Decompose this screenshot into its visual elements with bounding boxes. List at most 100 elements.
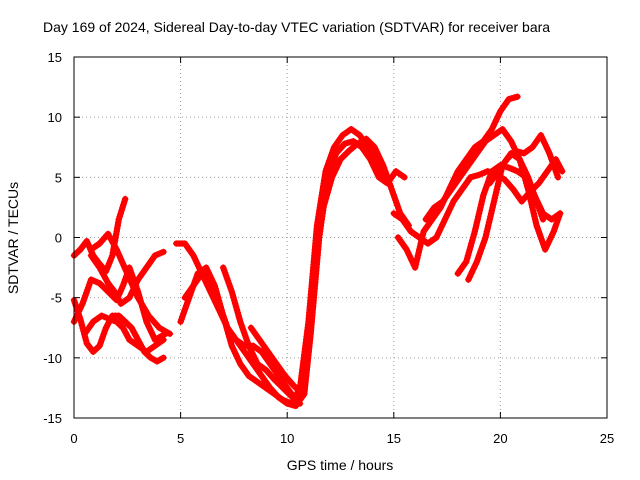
data-point-marker	[100, 330, 108, 337]
axis-ticks: 0 5 10 15 20 25 -15 -10 -5 0 5 10 15	[43, 50, 614, 446]
data-point-marker	[463, 255, 471, 262]
data-point-marker	[527, 198, 535, 205]
data-point-marker	[511, 166, 518, 174]
data-point-marker	[478, 170, 486, 177]
data-point-marker	[469, 234, 477, 241]
data-point-marker	[466, 246, 473, 253]
data-point-marker	[464, 252, 472, 259]
x-tick-label: 15	[387, 431, 401, 446]
data-point-marker	[401, 174, 408, 181]
data-point-marker	[481, 169, 488, 176]
data-point-marker	[117, 288, 124, 295]
data-point-marker	[285, 399, 292, 406]
y-tick-label: 10	[48, 110, 62, 125]
data-point-marker	[90, 277, 98, 285]
data-point-marker	[411, 264, 419, 271]
data-point-marker	[529, 207, 537, 214]
data-point-marker	[463, 258, 470, 265]
data-point-marker	[87, 276, 95, 283]
data-point-marker	[487, 210, 495, 217]
series-trace	[177, 126, 389, 407]
data-point-marker	[492, 189, 500, 196]
y-tick-label: -5	[50, 291, 62, 306]
data-point-marker	[473, 222, 480, 229]
data-point-marker	[160, 248, 167, 256]
data-point-marker	[298, 390, 306, 398]
data-point-marker	[344, 139, 351, 147]
data-point-marker	[83, 237, 90, 245]
data-point-marker	[482, 231, 490, 238]
data-point-marker	[115, 216, 122, 223]
data-point-marker	[154, 251, 162, 258]
y-tick-label: -10	[43, 351, 62, 366]
data-point-marker	[555, 213, 563, 220]
data-point-marker	[490, 201, 497, 208]
data-point-marker	[233, 306, 241, 313]
y-axis-title: SDTVAR / TECUs	[5, 182, 21, 294]
data-point-marker	[151, 252, 159, 259]
data-point-marker	[473, 172, 480, 179]
data-point-marker	[475, 210, 483, 217]
data-point-marker	[412, 261, 420, 268]
data-point-marker	[416, 246, 423, 253]
data-point-marker	[489, 204, 496, 211]
data-point-marker	[341, 140, 348, 147]
data-point-marker	[472, 225, 479, 232]
data-point-marker	[492, 192, 499, 199]
data-point-marker	[234, 309, 241, 316]
data-point-marker	[347, 138, 354, 146]
data-point-marker	[320, 204, 327, 211]
data-point-marker	[476, 207, 483, 214]
data-point-marker	[325, 186, 332, 193]
data-point-marker	[550, 228, 557, 235]
data-point-marker	[231, 297, 238, 304]
data-point-marker	[532, 219, 540, 226]
data-point-marker	[505, 164, 513, 171]
data-point-marker	[324, 189, 331, 196]
data-point-marker	[418, 237, 425, 244]
series-sat-r	[422, 126, 547, 223]
data-point-marker	[327, 180, 334, 187]
chart-title: Day 169 of 2024, Sidereal Day-to-day VTE…	[43, 19, 550, 35]
data-point-marker	[486, 216, 493, 223]
data-point-marker	[101, 313, 108, 321]
data-point-marker	[495, 180, 502, 187]
data-point-marker	[419, 231, 427, 238]
data-point-marker	[539, 216, 547, 223]
data-point-marker	[483, 228, 491, 235]
data-point-marker	[414, 252, 422, 259]
data-point-marker	[282, 397, 289, 405]
data-point-marker	[235, 312, 242, 319]
data-point-marker	[323, 192, 331, 199]
data-point-marker	[230, 294, 237, 301]
data-point-marker	[415, 249, 422, 256]
data-point-marker	[554, 174, 562, 181]
x-tick-label: 25	[600, 431, 614, 446]
data-point-marker	[229, 291, 236, 298]
data-point-marker	[231, 300, 239, 307]
data-point-marker	[160, 336, 167, 343]
data-point-marker	[232, 303, 240, 310]
series-sat-k	[247, 324, 306, 398]
data-point-marker	[77, 319, 85, 326]
data-point-marker	[467, 174, 474, 181]
data-point-marker	[478, 198, 486, 205]
data-point-marker	[327, 177, 335, 184]
data-point-marker	[227, 339, 235, 346]
data-point-marker	[82, 337, 90, 344]
data-point-marker	[118, 285, 125, 292]
data-point-marker	[417, 240, 425, 247]
y-tick-label: 15	[48, 50, 62, 65]
data-point-marker	[118, 207, 125, 214]
series-trace	[71, 196, 129, 275]
data-point-marker	[120, 201, 127, 209]
data-point-marker	[96, 342, 103, 349]
data-point-marker	[553, 219, 561, 226]
series-sat-f	[87, 230, 174, 337]
data-point-marker	[478, 201, 485, 208]
data-point-marker	[101, 327, 109, 334]
data-point-marker	[107, 316, 114, 323]
data-point-marker	[121, 198, 128, 206]
data-point-marker	[473, 219, 481, 226]
data-point-marker	[160, 354, 167, 362]
